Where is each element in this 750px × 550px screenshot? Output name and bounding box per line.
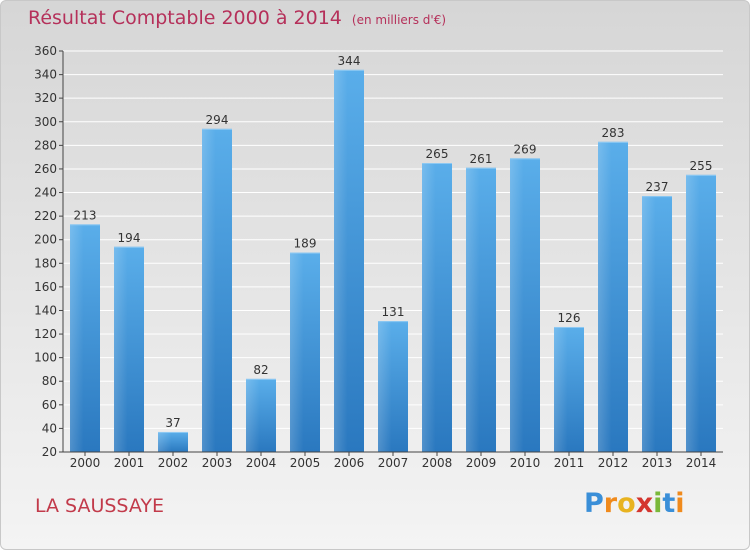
bar-highlight-2001 (114, 246, 128, 452)
x-tick-label-2002: 2002 (158, 456, 189, 470)
bar-highlight-2010 (510, 158, 524, 452)
x-tick-label-2004: 2004 (246, 456, 277, 470)
y-tick-label: 320 (34, 91, 57, 105)
logo-letter: i (653, 488, 663, 519)
x-tick-label-2013: 2013 (642, 456, 673, 470)
x-tick-label-2010: 2010 (510, 456, 541, 470)
x-tick-label-2009: 2009 (466, 456, 497, 470)
y-tick-label: 80 (42, 374, 57, 388)
x-tick-label-2007: 2007 (378, 456, 409, 470)
y-tick-label: 240 (34, 186, 57, 200)
y-tick-label: 20 (42, 445, 57, 459)
proxiti-logo: Proxiti (584, 488, 685, 519)
chart-title: Résultat Comptable 2000 à 2014 (en millie… (28, 7, 446, 29)
y-tick-label: 360 (34, 44, 57, 58)
bar-highlight-2005 (290, 252, 304, 452)
bar-highlight-2006 (334, 69, 348, 452)
bar-highlight-2003 (202, 128, 216, 452)
bar-highlight-2004 (246, 378, 260, 452)
value-label-2013: 237 (646, 180, 669, 194)
x-tick-label-2005: 2005 (290, 456, 321, 470)
y-tick-label: 260 (34, 162, 57, 176)
y-tick-label: 200 (34, 233, 57, 247)
chart-title-text: Résultat Comptable 2000 à 2014 (28, 7, 342, 29)
y-axis: 20 40 60 80 100 120 140 160 180 200 220 240 260 280 30… (34, 44, 64, 459)
x-tick-label-2012: 2012 (598, 456, 629, 470)
logo-letter: o (617, 488, 636, 519)
x-tick-label-2001: 2001 (114, 456, 145, 470)
value-label-2012: 283 (602, 126, 625, 140)
bar-highlight-2008 (422, 163, 436, 452)
bar-highlight-2011 (554, 326, 568, 452)
bar-highlight-2014 (686, 174, 700, 452)
value-label-2004: 82 (253, 363, 268, 377)
bar-highlight-2007 (378, 321, 392, 452)
logo-letter: x (635, 488, 654, 519)
value-label-2014: 255 (690, 159, 713, 173)
x-tick-label-2000: 2000 (70, 456, 101, 470)
value-label-2000: 213 (74, 208, 97, 222)
y-tick-label: 40 (42, 421, 57, 435)
value-label-2009: 261 (470, 152, 493, 166)
x-tick-label-2003: 2003 (202, 456, 233, 470)
bar-highlight-2000 (70, 224, 84, 452)
x-axis: 2000 2001 2002 2003 2004 2005 2006 2007 2008 2009… (63, 451, 723, 470)
y-tick-label: 300 (34, 115, 57, 129)
logo-letter: P (584, 488, 604, 519)
x-tick-label-2014: 2014 (686, 456, 717, 470)
x-tick-label-2006: 2006 (334, 456, 365, 470)
y-tick-label: 60 (42, 398, 57, 412)
place-name: LA SAUSSAYE (35, 495, 164, 517)
value-label-2008: 265 (426, 147, 449, 161)
bar-highlight-2013 (642, 196, 656, 452)
chart-unit: (en milliers d'€) (351, 13, 447, 27)
y-tick-label: 340 (34, 68, 57, 82)
value-label-2003: 294 (206, 113, 229, 127)
value-label-2010: 269 (514, 142, 537, 156)
y-tick-label: 140 (34, 303, 57, 317)
logo-letter: i (675, 488, 685, 519)
value-label-2005: 189 (294, 237, 317, 251)
y-tick-label: 120 (34, 327, 57, 341)
x-tick-label-2008: 2008 (422, 456, 453, 470)
bars-group: 213 194 37 294 82 189 344 131 265 261 269 126 283 237… (70, 54, 716, 453)
x-tick-label-2011: 2011 (554, 456, 585, 470)
value-label-2001: 194 (118, 231, 141, 245)
y-tick-label: 100 (34, 351, 57, 365)
bar-highlight-2002 (158, 431, 172, 452)
value-label-2011: 126 (558, 311, 581, 325)
value-label-2007: 131 (382, 305, 405, 319)
bar-highlight-2012 (598, 141, 612, 453)
bar-highlight-2009 (466, 167, 480, 452)
value-label-2006: 344 (338, 54, 361, 68)
y-tick-label: 160 (34, 280, 57, 294)
logo-letter: t (662, 488, 676, 519)
y-tick-label: 180 (34, 256, 57, 270)
y-tick-label: 220 (34, 209, 57, 223)
value-label-2002: 37 (165, 416, 180, 430)
logo-letter: r (603, 488, 618, 519)
y-tick-label: 280 (34, 138, 57, 152)
